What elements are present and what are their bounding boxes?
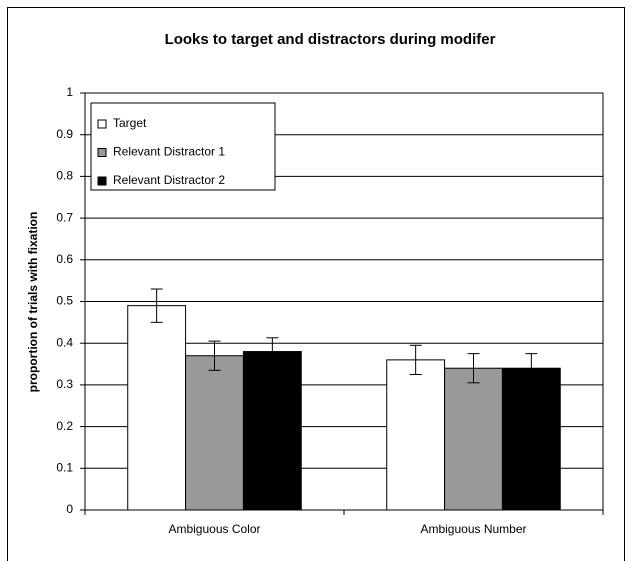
y-tick-label: 0.1: [56, 460, 73, 474]
legend-label: Relevant Distractor 2: [113, 173, 225, 187]
y-tick-label: 0.3: [56, 377, 73, 391]
bar: [127, 305, 187, 511]
bar: [386, 359, 446, 511]
x-tick-label: Ambiguous Number: [420, 522, 526, 536]
bar: [501, 367, 561, 511]
legend-swatch: [97, 119, 107, 129]
y-tick-label: 1: [66, 85, 73, 99]
x-tick-label: Ambiguous Color: [168, 522, 260, 536]
legend-swatch: [97, 176, 107, 186]
y-tick-label: 0.5: [56, 294, 73, 308]
y-axis-title: proportion of trials with fixation: [26, 212, 40, 393]
bar: [242, 351, 302, 511]
y-tick-label: 0.9: [56, 127, 73, 141]
bar: [185, 355, 244, 511]
legend-label: Target: [113, 116, 147, 130]
legend-box: [90, 102, 276, 191]
legend-swatch: [97, 148, 107, 157]
y-tick-label: 0.6: [56, 252, 73, 266]
legend-label: Relevant Distractor 1: [113, 145, 225, 159]
y-tick-label: 0.8: [56, 169, 73, 183]
y-tick-label: 0.4: [56, 335, 73, 349]
chart-title: Looks to target and distractors during m…: [165, 31, 496, 48]
bar: [444, 367, 503, 511]
y-tick-label: 0.7: [56, 210, 73, 224]
y-tick-label: 0: [66, 502, 73, 516]
y-tick-label: 0.2: [56, 419, 73, 433]
